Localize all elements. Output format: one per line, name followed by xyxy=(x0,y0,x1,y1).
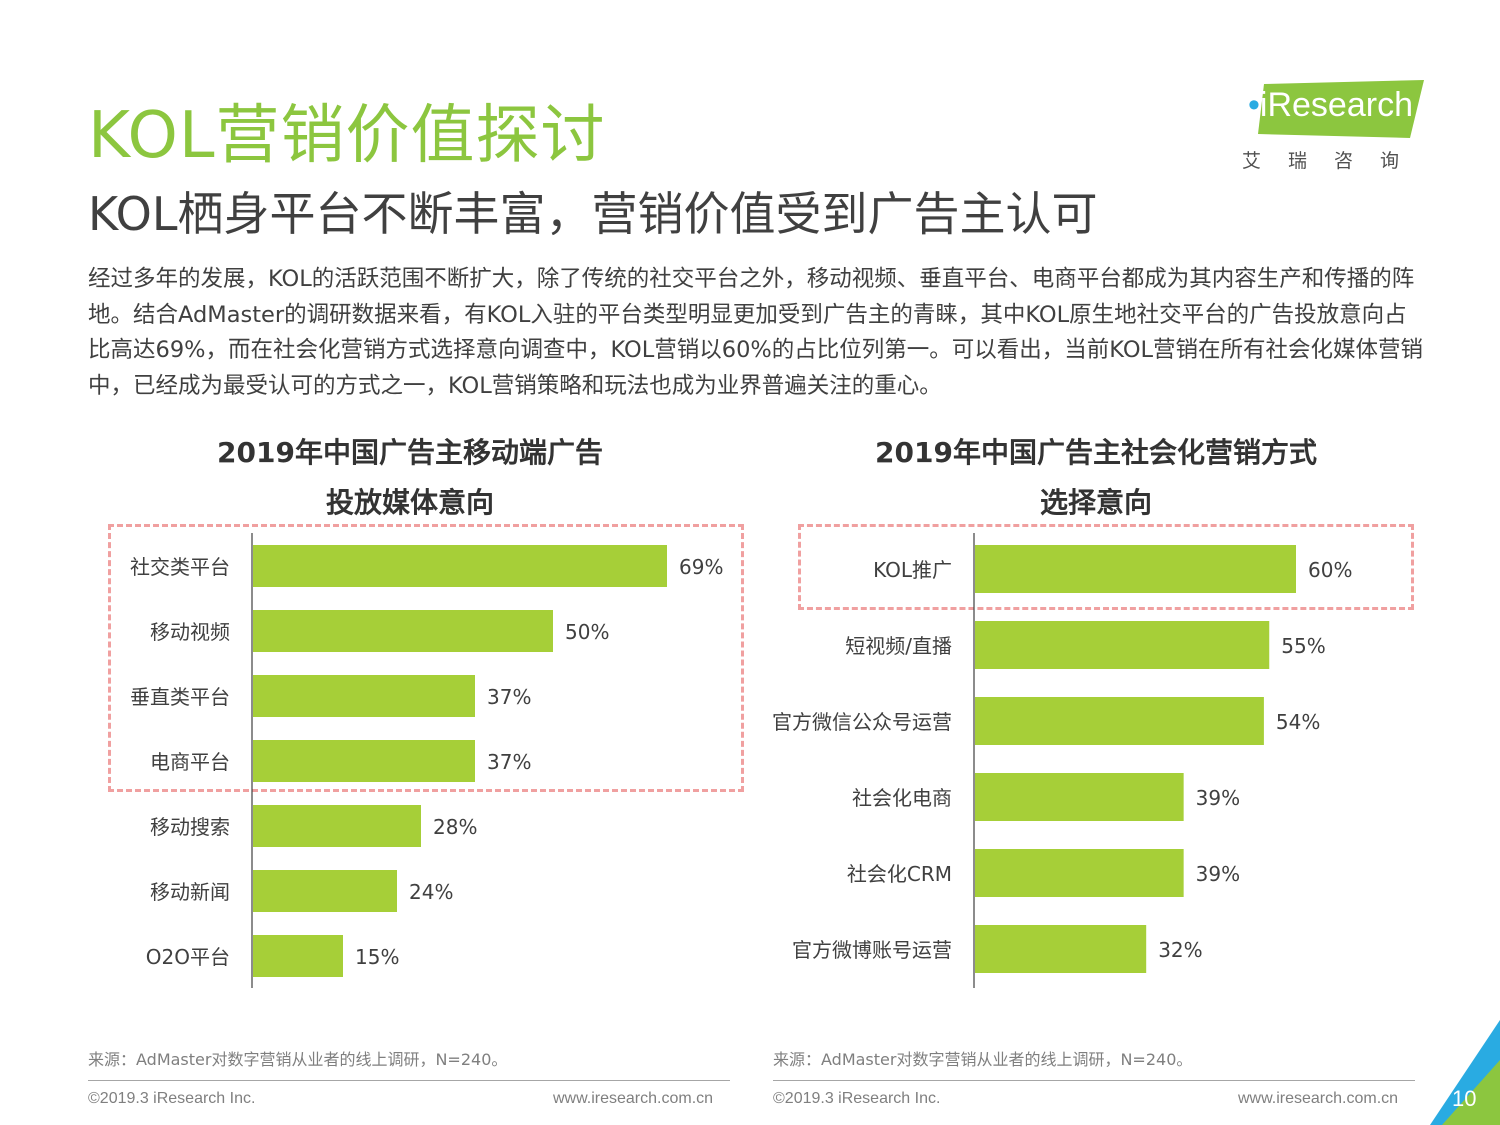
chart2-category-label: 社会化CRM xyxy=(847,862,952,886)
logo-brand-label: iResearch xyxy=(1259,86,1413,124)
chart2-title-line2: 选择意向 xyxy=(1039,486,1152,519)
corner-decoration xyxy=(1430,1020,1500,1125)
chart2-bar xyxy=(975,621,1270,669)
chart1-bar xyxy=(253,675,475,717)
chart1-title-line2: 投放媒体意向 xyxy=(325,486,494,519)
iresearch-logo: •iResearch 艾瑞咨询 xyxy=(1238,80,1428,172)
chart1-bar-chart: 社交类平台 69% 移动视频 50% 垂直类平台 37% 电商平台 37% 移动搜索 28% 移动新… xyxy=(130,533,723,988)
chart2-category-label: 短视频/直播 xyxy=(845,634,952,658)
footer-divider-left xyxy=(88,1080,730,1081)
chart1-bar xyxy=(253,610,553,652)
chart1-value-label: 69% xyxy=(679,555,723,579)
chart2-value-label: 39% xyxy=(1196,786,1240,810)
chart1-bar xyxy=(253,870,397,912)
chart1-category-label: 移动新闻 xyxy=(150,880,230,904)
chart2-value-label: 39% xyxy=(1196,862,1240,886)
chart1-value-label: 50% xyxy=(565,620,609,644)
source-note-right: 来源：AdMaster对数字营销从业者的线上调研，N=240。 xyxy=(773,1050,1193,1069)
footer-divider-right xyxy=(773,1080,1415,1081)
chart1-bar xyxy=(253,740,475,782)
chart1-value-label: 28% xyxy=(433,815,477,839)
chart2-category-label: 官方微信公众号运营 xyxy=(772,710,952,734)
chart2-bar xyxy=(975,849,1184,897)
chart1-category-label: 移动视频 xyxy=(150,620,230,644)
chart2-bar xyxy=(975,697,1264,745)
chart2-category-label: 社会化电商 xyxy=(852,786,952,810)
page-title: KOL营销价值探讨 xyxy=(88,99,606,173)
chart1-title-line1: 2019年中国广告主移动端广告 xyxy=(217,436,603,469)
chart1-title: 2019年中国广告主移动端广告 投放媒体意向 xyxy=(150,428,670,528)
logo-chinese-text: 艾瑞咨询 xyxy=(1242,150,1427,172)
chart2-category-label: 官方微博账号运营 xyxy=(792,938,952,962)
chart2-value-label: 54% xyxy=(1276,710,1320,734)
chart1-category-label: 电商平台 xyxy=(150,750,230,774)
chart1-category-label: 移动搜索 xyxy=(150,815,230,839)
chart2-bar xyxy=(975,545,1296,593)
website-link-left[interactable]: www.iresearch.com.cn xyxy=(553,1090,714,1107)
chart1-value-label: 37% xyxy=(487,685,531,709)
chart2-bar-chart: KOL推广 60% 短视频/直播 55% 官方微信公众号运营 54% 社会化电商 39% 社会化… xyxy=(772,533,1352,988)
chart2-highlight-box xyxy=(798,524,1414,610)
logo-brand-text: •iResearch xyxy=(1248,86,1413,125)
chart1-bar xyxy=(253,545,667,587)
chart1-bar xyxy=(253,805,421,847)
chart1-category-label: 垂直类平台 xyxy=(130,685,230,709)
logo-badge-shape xyxy=(1258,80,1424,138)
chart1-value-label: 24% xyxy=(409,880,453,904)
website-link-right[interactable]: www.iresearch.com.cn xyxy=(1238,1090,1399,1107)
chart2-value-label: 32% xyxy=(1158,938,1202,962)
chart1-value-label: 15% xyxy=(355,945,399,969)
copyright-left: ©2019.3 iResearch Inc. xyxy=(88,1090,256,1107)
source-note-left: 来源：AdMaster对数字营销从业者的线上调研，N=240。 xyxy=(88,1050,508,1069)
body-paragraph: 经过多年的发展，KOL的活跃范围不断扩大，除了传统的社交平台之外，移动视频、垂直… xyxy=(88,266,1424,399)
page-number: 10 xyxy=(1452,1086,1477,1111)
chart2-title-line1: 2019年中国广告主社会化营销方式 xyxy=(875,436,1317,469)
chart1-value-label: 37% xyxy=(487,750,531,774)
chart2-value-label: 55% xyxy=(1281,634,1325,658)
chart1-category-label: 社交类平台 xyxy=(130,555,230,579)
page-subtitle: KOL栖身平台不断丰富，营销价值受到广告主认可 xyxy=(88,187,1098,241)
chart2-category-label: KOL推广 xyxy=(873,558,952,582)
chart1-bar xyxy=(253,935,343,977)
logo-dot-icon: • xyxy=(1248,86,1260,124)
chart2-bar xyxy=(975,925,1147,973)
copyright-right: ©2019.3 iResearch Inc. xyxy=(773,1090,941,1107)
chart2-bar xyxy=(975,773,1184,821)
chart2-value-label: 60% xyxy=(1308,558,1352,582)
chart1-category-label: O2O平台 xyxy=(146,945,230,969)
chart2-title: 2019年中国广告主社会化营销方式 选择意向 xyxy=(820,428,1372,528)
chart1-highlight-box xyxy=(108,524,744,792)
